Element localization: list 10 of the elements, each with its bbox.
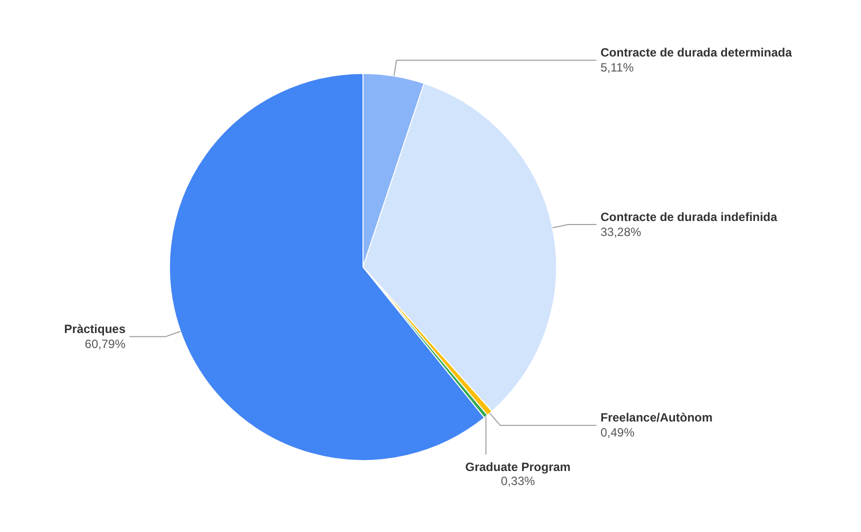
slice-label: Pràctiques (64, 322, 126, 336)
data-label: 33,28% (600, 224, 642, 239)
data-label: 0,33% (500, 474, 536, 488)
data-label: 5,11% (600, 60, 634, 75)
slice-label: Graduate Program (465, 460, 571, 474)
data-label: 60,79% (84, 336, 126, 351)
slice-label: Contracte de durada indefinida (600, 210, 778, 224)
data-label: 0,49% (600, 426, 635, 440)
slice-label: Freelance/Autònom (600, 410, 713, 425)
slice-label: Contracte de durada determinada (600, 46, 792, 60)
